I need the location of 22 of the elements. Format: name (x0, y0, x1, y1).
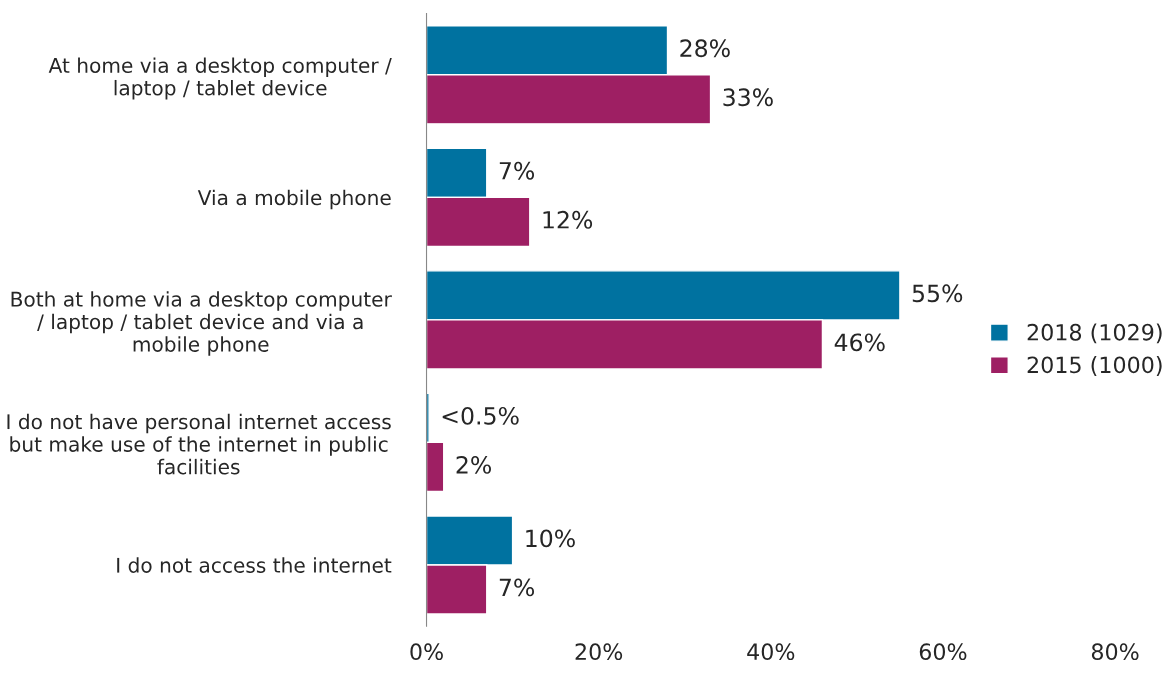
data-label: <0.5% (442, 406, 519, 425)
y-tick-label: Via a mobile phone (197, 189, 391, 210)
x-tick-label: 60% (919, 643, 967, 661)
x-tick-label: 80% (1091, 643, 1139, 661)
y-tick-label: I do not have personal internet access but make use of the internet in public facilities (7, 413, 391, 475)
y-tick-label: At home via a desktop computer / laptop / tablet device (48, 57, 392, 100)
x-tick-label: 40% (747, 643, 795, 661)
data-label: 12% (543, 210, 593, 229)
x-tick-label: 20% (575, 643, 623, 661)
legend-label: 2018 (1029) (1027, 323, 1162, 344)
y-tick-label: I do not access the internet (117, 557, 392, 573)
x-tick-label: 0% (410, 643, 443, 661)
data-label: 28% (680, 39, 730, 58)
data-label: 2% (456, 455, 491, 474)
data-label: 7% (499, 578, 535, 597)
data-label: 46% (834, 333, 885, 352)
legend-label: 2015 (1000) (1027, 356, 1162, 376)
y-tick-label: Both at home via a desktop computer / laptop / tablet device and via a mobile phone (11, 291, 392, 356)
data-label: 55% (912, 284, 963, 303)
data-label: 10% (526, 529, 575, 548)
data-label: 33% (723, 88, 773, 107)
data-label: 7% (499, 161, 535, 180)
